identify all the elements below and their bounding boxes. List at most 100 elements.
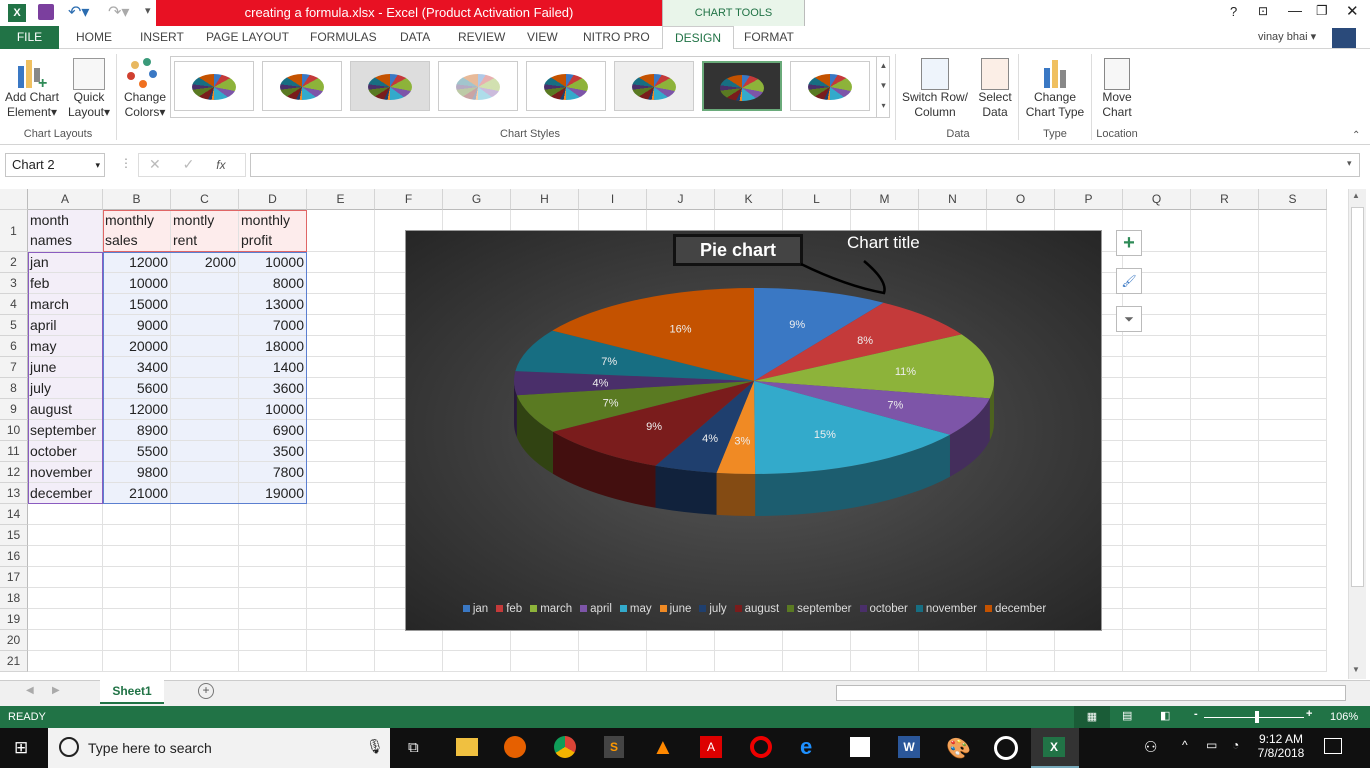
data-cell[interactable]: feb [28, 273, 103, 294]
data-cell[interactable] [171, 441, 239, 462]
pie-slice-september[interactable] [516, 381, 754, 432]
acrobat-icon[interactable]: A [700, 736, 722, 758]
column-header-F[interactable]: F [375, 189, 443, 210]
show-hidden-icons[interactable]: ^ [1182, 738, 1188, 752]
data-cell[interactable]: april [28, 315, 103, 336]
save-icon[interactable] [38, 4, 54, 20]
insert-function-icon[interactable]: fx [216, 158, 226, 172]
windows-start-icon[interactable]: ⊞ [14, 738, 29, 757]
row-header-5[interactable]: 5 [0, 315, 28, 336]
tab-nitro-pro[interactable]: NITRO PRO [583, 30, 650, 44]
cell[interactable] [647, 651, 715, 672]
file-explorer-icon[interactable] [456, 738, 478, 756]
cell[interactable] [1191, 630, 1259, 651]
cell[interactable] [1123, 525, 1191, 546]
pie-slice-october[interactable] [514, 371, 754, 396]
tab-formulas[interactable]: FORMULAS [310, 30, 377, 44]
cell[interactable] [171, 567, 239, 588]
data-cell[interactable]: 8000 [239, 273, 307, 294]
cell[interactable] [307, 357, 375, 378]
cell[interactable] [1123, 462, 1191, 483]
column-header-C[interactable]: C [171, 189, 239, 210]
quick-layout-button[interactable]: Quick Layout▾ [64, 58, 114, 120]
legend-item-feb[interactable]: feb [496, 603, 522, 615]
page-layout-view-icon[interactable]: ▤ [1122, 710, 1133, 722]
column-header-P[interactable]: P [1055, 189, 1123, 210]
vertical-scrollbar[interactable]: ▲ ▼ [1348, 189, 1366, 679]
data-cell[interactable]: 10000 [239, 252, 307, 273]
cell[interactable] [1259, 315, 1327, 336]
data-cell[interactable]: may [28, 336, 103, 357]
data-cell[interactable]: 10000 [103, 273, 171, 294]
switch-row-column-button[interactable]: Switch Row/ Column [899, 58, 971, 120]
cell[interactable] [103, 525, 171, 546]
column-header-S[interactable]: S [1259, 189, 1327, 210]
data-cell[interactable]: 18000 [239, 336, 307, 357]
redo-icon[interactable]: ↷▾ [108, 4, 130, 21]
cell[interactable] [715, 630, 783, 651]
cell[interactable] [307, 252, 375, 273]
cell[interactable] [1259, 525, 1327, 546]
cell[interactable] [1123, 546, 1191, 567]
chart-style-5[interactable] [526, 61, 606, 111]
pie-slice-june[interactable] [716, 381, 756, 474]
cell[interactable] [171, 630, 239, 651]
column-header-L[interactable]: L [783, 189, 851, 210]
column-header-A[interactable]: A [28, 189, 103, 210]
cell[interactable] [1259, 483, 1327, 504]
cell[interactable] [1259, 252, 1327, 273]
data-cell[interactable]: june [28, 357, 103, 378]
cell[interactable] [1123, 357, 1191, 378]
cell[interactable] [851, 651, 919, 672]
row-header-20[interactable]: 20 [0, 630, 28, 651]
cell[interactable] [443, 651, 511, 672]
column-header-N[interactable]: N [919, 189, 987, 210]
pie-slice-november[interactable] [515, 330, 754, 381]
pie-slice-march[interactable] [754, 334, 994, 399]
cell[interactable] [307, 378, 375, 399]
cell[interactable] [1259, 609, 1327, 630]
data-cell[interactable]: 21000 [103, 483, 171, 504]
pie-slice-jan[interactable] [754, 288, 884, 381]
edge-icon[interactable]: e [800, 734, 813, 759]
data-cell[interactable]: 19000 [239, 483, 307, 504]
groove-icon[interactable] [994, 736, 1018, 760]
data-cell[interactable]: december [28, 483, 103, 504]
cell[interactable] [1259, 546, 1327, 567]
cell[interactable] [579, 630, 647, 651]
cell[interactable] [307, 504, 375, 525]
legend-item-september[interactable]: september [787, 603, 852, 615]
cell[interactable] [1191, 420, 1259, 441]
row-header-13[interactable]: 13 [0, 483, 28, 504]
wifi-icon[interactable]: ◔ [1232, 738, 1240, 752]
tab-design[interactable]: DESIGN [662, 26, 734, 49]
pie-chart[interactable]: 9% 8% 11% 7% 15% 3% 4% 9% 7% 4% 7% 16% Pie chart Ch… [405, 230, 1102, 631]
cell[interactable] [239, 567, 307, 588]
cell[interactable] [28, 609, 103, 630]
collapse-ribbon-icon[interactable]: ⌃ [1352, 130, 1361, 141]
row-header-3[interactable]: 3 [0, 273, 28, 294]
change-chart-type-button[interactable]: Change Chart Type [1020, 58, 1090, 120]
cell[interactable] [1191, 315, 1259, 336]
data-cell[interactable]: 5500 [103, 441, 171, 462]
cell[interactable] [307, 567, 375, 588]
row-header-16[interactable]: 16 [0, 546, 28, 567]
column-header-K[interactable]: K [715, 189, 783, 210]
cell[interactable] [1123, 630, 1191, 651]
sheet-tab-sheet1[interactable]: Sheet1 [100, 680, 164, 704]
column-header-O[interactable]: O [987, 189, 1055, 210]
data-cell[interactable]: october [28, 441, 103, 462]
column-header-D[interactable]: D [239, 189, 307, 210]
clock[interactable]: 9:12 AM 7/8/2018 [1256, 732, 1306, 760]
cell[interactable] [28, 588, 103, 609]
data-cell[interactable]: 12000 [103, 252, 171, 273]
data-cell[interactable]: 6900 [239, 420, 307, 441]
cell[interactable] [1191, 252, 1259, 273]
data-cell[interactable]: jan [28, 252, 103, 273]
pie-slice-august[interactable] [552, 381, 754, 466]
cell[interactable] [239, 546, 307, 567]
pie-slice-december[interactable] [552, 288, 754, 381]
row-header-4[interactable]: 4 [0, 294, 28, 315]
cell[interactable] [1191, 483, 1259, 504]
tab-insert[interactable]: INSERT [140, 30, 184, 44]
